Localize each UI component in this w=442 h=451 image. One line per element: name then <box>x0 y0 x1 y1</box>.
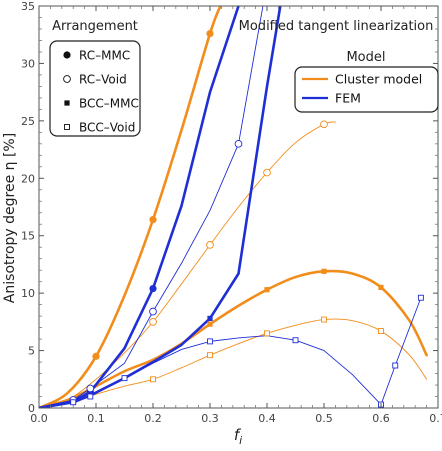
data-point-fem-bcc-void <box>417 294 424 301</box>
data-point-cluster-model-rc-mmc <box>149 216 157 224</box>
legend-model: Model Cluster model FEM <box>294 50 439 113</box>
legend-arrangement-box <box>49 40 141 137</box>
data-point-cluster-model-bcc-void <box>264 330 270 337</box>
legend-label: RC–MMC <box>79 49 130 63</box>
legend-label: BCC–Void <box>79 121 135 135</box>
data-point-cluster-model-rc-void <box>149 318 157 326</box>
series-line-cluster-model-bcc-void <box>39 318 428 408</box>
data-point-cluster-model-bcc-mmc <box>207 321 213 327</box>
x-axis-label-main: f <box>234 426 242 444</box>
legend-marker-open-square <box>64 124 70 130</box>
data-point-fem-rc-mmc <box>149 284 157 293</box>
legend-model-label: FEM <box>335 91 361 106</box>
series-line-cluster-model-bcc-mmc <box>39 269 428 408</box>
data-point-fem-bcc-void <box>87 393 94 400</box>
x-tick-label: 0.3 <box>201 412 219 425</box>
legend-label: RC–Void <box>79 73 127 87</box>
legend-marker-open-circle <box>63 75 71 83</box>
data-point-cluster-model-rc-mmc <box>92 352 100 360</box>
y-tick-label: 35 <box>21 0 35 13</box>
series-line-fem-bcc-mmc <box>39 6 282 408</box>
x-tick-label: 0.5 <box>315 412 333 425</box>
y-axis-label: Anisotropy degree η [%] <box>2 133 18 303</box>
data-point-cluster-model-rc-void <box>263 168 271 177</box>
data-point-fem-rc-void <box>149 307 157 316</box>
series-line-fem-bcc-void <box>39 297 422 408</box>
legend-arrangement: Arrangement RC–MMC RC–Void BCC–MMC BCC–Void <box>49 19 141 137</box>
x-tick-label: 0.4 <box>258 412 276 425</box>
y-tick-label: 30 <box>21 57 35 70</box>
data-point-cluster-model-bcc-void <box>207 352 213 359</box>
legend-model-title: Model <box>346 50 385 65</box>
y-tick-label: 5 <box>28 345 35 358</box>
x-tick-label: 0.1 <box>87 412 105 425</box>
data-point-cluster-model-rc-void <box>320 120 328 129</box>
data-point-cluster-model-rc-void <box>206 241 214 249</box>
data-point-fem-bcc-void <box>392 362 399 369</box>
marker-layer <box>69 29 424 408</box>
data-point-cluster-model-rc-mmc <box>206 29 214 38</box>
x-axis-label-subscript: i <box>239 434 242 447</box>
plot-frame <box>38 5 439 409</box>
y-tick-label: 10 <box>21 287 35 300</box>
y-tick-label: 15 <box>21 230 35 243</box>
data-point-cluster-model-bcc-mmc <box>378 284 384 290</box>
data-point-fem-rc-void <box>234 139 243 148</box>
legend-model-box <box>294 66 439 113</box>
data-point-cluster-model-bcc-void <box>321 316 327 323</box>
legend-arrangement-title: Arrangement <box>52 19 138 34</box>
y-tick-label: 0 <box>28 402 35 415</box>
data-point-fem-bcc-mmc <box>207 315 213 322</box>
data-point-fem-rc-void <box>86 384 95 393</box>
chart-title: Modified tangent linearization <box>239 19 434 34</box>
data-point-fem-bcc-void <box>121 375 128 382</box>
data-point-fem-bcc-void <box>70 399 77 406</box>
legend-marker-filled-square <box>64 100 70 106</box>
data-point-cluster-model-bcc-mmc <box>264 287 270 293</box>
x-tick-label: 0.0 <box>30 412 48 425</box>
x-axis-label: fi <box>234 426 242 447</box>
tick-layer: 0.0 0.1 0.2 0.3 0.4 0.5 0.6 0.7 0 5 10 15 20 25 30 35 <box>21 0 442 425</box>
x-tick-label: 0.2 <box>144 412 162 425</box>
legend-marker-filled-circle <box>63 51 71 59</box>
data-point-cluster-model-bcc-mmc <box>321 268 327 274</box>
series-line-cluster-model-rc-void <box>39 121 336 408</box>
data-point-cluster-model-bcc-void <box>378 328 384 334</box>
y-tick-label: 20 <box>21 172 35 185</box>
data-point-fem-bcc-void <box>292 337 299 344</box>
data-point-fem-bcc-void <box>207 338 213 345</box>
x-tick-label: 0.7 <box>429 412 442 425</box>
data-point-cluster-model-bcc-void <box>150 376 156 383</box>
legend-model-label: Cluster model <box>335 72 422 87</box>
x-tick-label: 0.6 <box>372 412 390 425</box>
y-tick-label: 25 <box>21 115 35 128</box>
legend-label: BCC–MMC <box>79 97 139 111</box>
